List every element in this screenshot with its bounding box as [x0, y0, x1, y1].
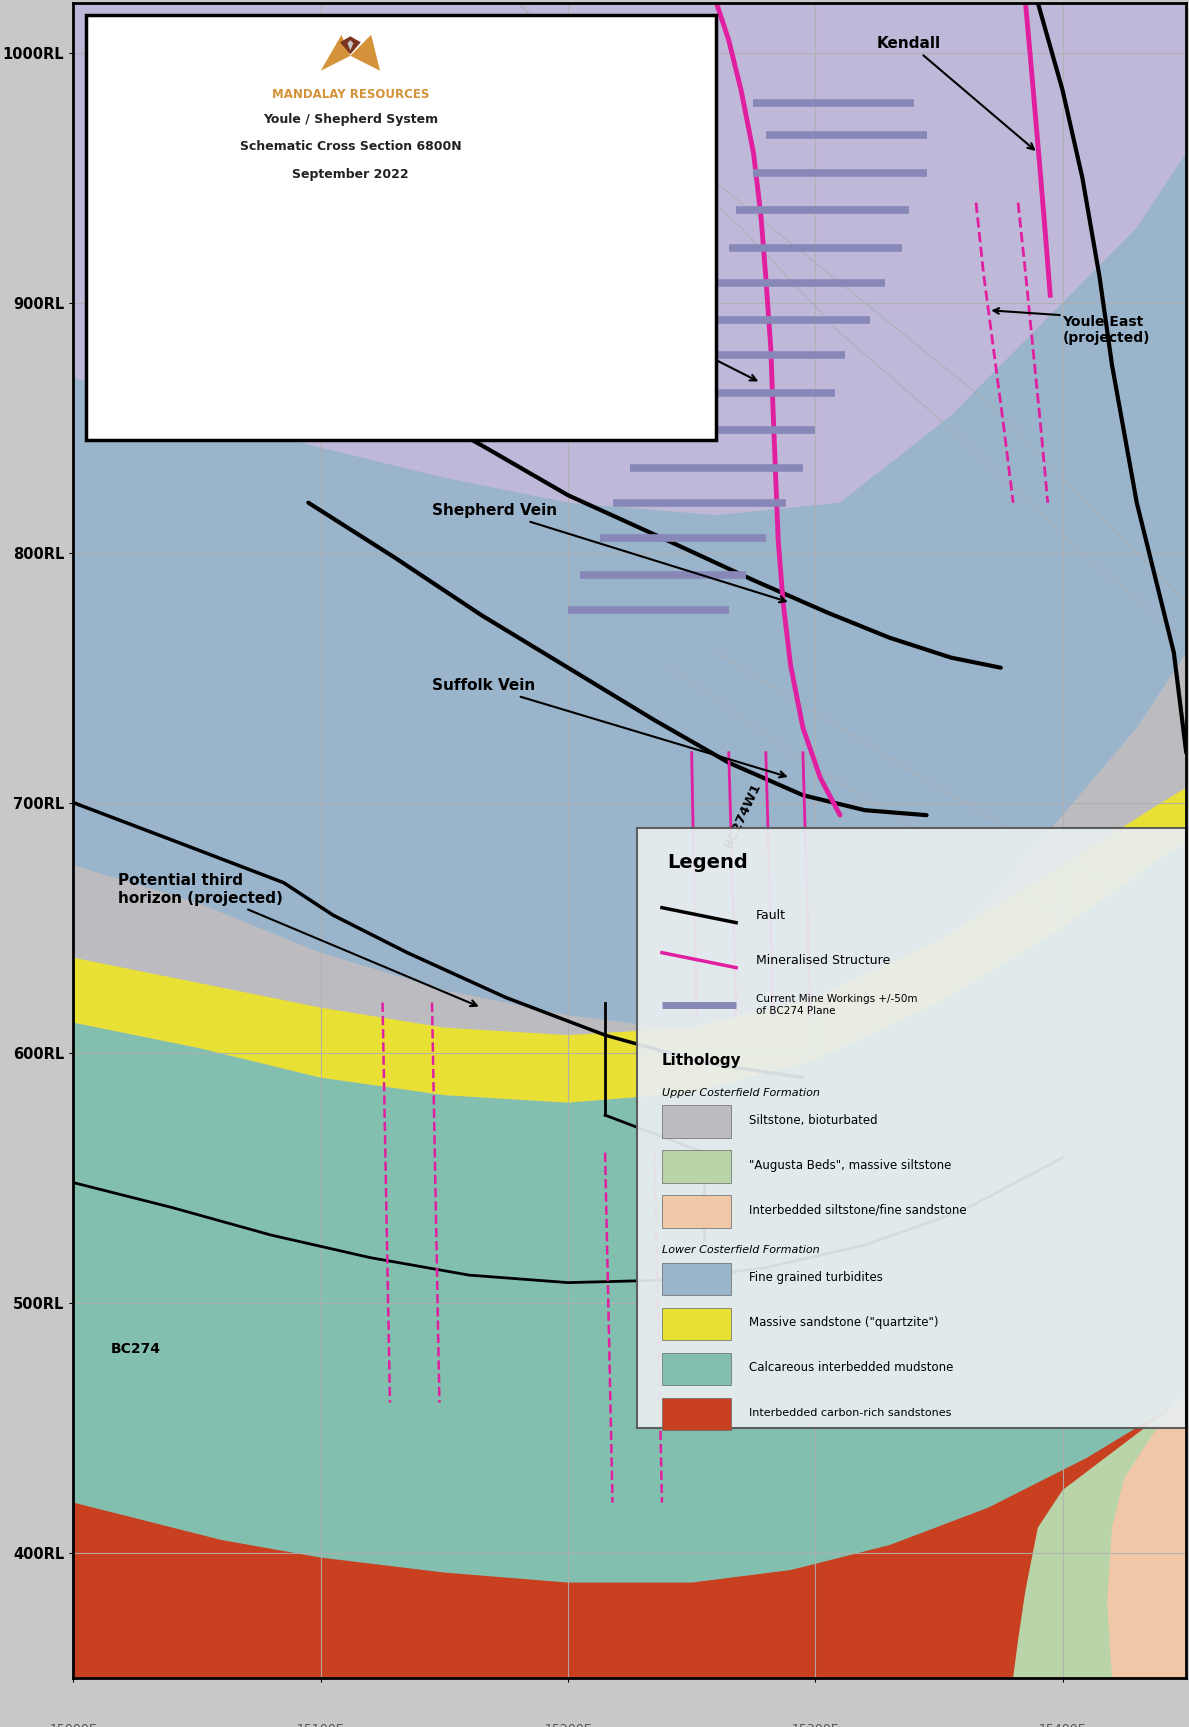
Text: Potential third
horizon (projected): Potential third horizon (projected) — [118, 874, 477, 1007]
Text: MANDALAY RESOURCES: MANDALAY RESOURCES — [272, 88, 429, 100]
Text: Mineralised Structure: Mineralised Structure — [756, 953, 891, 967]
Text: 15300E: 15300E — [792, 1722, 839, 1727]
Text: September 2022: September 2022 — [292, 168, 409, 181]
Text: 15200E: 15200E — [545, 1722, 592, 1727]
Polygon shape — [74, 1397, 1187, 1677]
Polygon shape — [74, 788, 1187, 1102]
FancyBboxPatch shape — [86, 16, 717, 440]
Polygon shape — [74, 152, 1187, 1028]
Polygon shape — [340, 36, 360, 54]
Text: Lower Costerfield Formation: Lower Costerfield Formation — [662, 1245, 819, 1256]
Polygon shape — [1013, 1397, 1187, 1677]
Polygon shape — [74, 843, 1187, 1677]
Text: 15100E: 15100E — [297, 1722, 345, 1727]
Text: Current Mine Workings +/-50m
of BC274 Plane: Current Mine Workings +/-50m of BC274 Pl… — [756, 995, 918, 1015]
Text: Lithology: Lithology — [662, 1053, 742, 1067]
Text: 15400E: 15400E — [1039, 1722, 1087, 1727]
FancyBboxPatch shape — [637, 827, 1187, 1428]
Text: Suffolk Vein: Suffolk Vein — [432, 679, 786, 777]
Text: Fine grained turbidites: Fine grained turbidites — [749, 1271, 882, 1285]
Bar — [662, 1307, 731, 1340]
Polygon shape — [321, 35, 351, 71]
Polygon shape — [74, 3, 1187, 1677]
Bar — [662, 1150, 731, 1183]
Text: "Augusta Beds", massive siltstone: "Augusta Beds", massive siltstone — [749, 1159, 951, 1171]
Text: Legend: Legend — [667, 853, 748, 872]
Text: Shepherd Vein: Shepherd Vein — [432, 503, 786, 603]
Text: Youle: Youle — [531, 271, 756, 380]
Text: 15000E: 15000E — [50, 1722, 97, 1727]
Bar — [662, 1195, 731, 1228]
Text: Youle / Shepherd System: Youle / Shepherd System — [263, 112, 438, 126]
Polygon shape — [74, 3, 1187, 515]
Bar — [662, 1397, 731, 1430]
Text: Interbedded carbon-rich sandstones: Interbedded carbon-rich sandstones — [749, 1408, 951, 1418]
Text: BC274W1: BC274W1 — [722, 781, 763, 851]
Polygon shape — [1107, 1397, 1187, 1677]
Bar — [662, 1262, 731, 1295]
Text: Interbedded siltstone/fine sandstone: Interbedded siltstone/fine sandstone — [749, 1204, 967, 1216]
Text: Calcareous interbedded mudstone: Calcareous interbedded mudstone — [749, 1361, 952, 1375]
Text: Siltstone, bioturbated: Siltstone, bioturbated — [749, 1114, 877, 1126]
Text: Schematic Cross Section 6800N: Schematic Cross Section 6800N — [239, 140, 461, 154]
Text: Kendall: Kendall — [877, 36, 1034, 150]
Text: Massive sandstone ("quartzite"): Massive sandstone ("quartzite") — [749, 1316, 938, 1330]
Text: Youle East
(projected): Youle East (projected) — [1063, 316, 1150, 345]
Bar — [662, 1105, 731, 1138]
Polygon shape — [347, 40, 353, 50]
Text: Upper Costerfield Formation: Upper Costerfield Formation — [662, 1088, 820, 1098]
Text: BC274: BC274 — [111, 1342, 161, 1356]
Bar — [662, 1352, 731, 1385]
Polygon shape — [351, 35, 380, 71]
Text: Fault: Fault — [756, 908, 786, 922]
